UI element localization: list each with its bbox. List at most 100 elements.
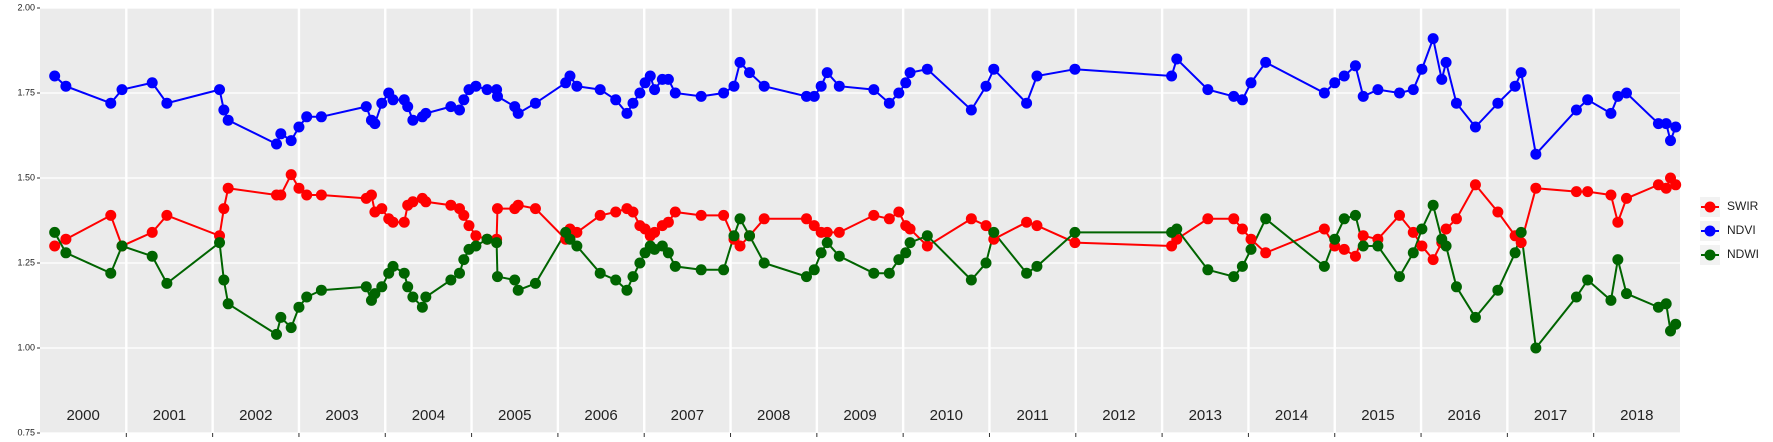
data-point bbox=[1069, 237, 1081, 249]
data-point bbox=[662, 247, 674, 259]
data-point bbox=[1021, 97, 1033, 109]
data-point bbox=[621, 284, 633, 296]
data-point bbox=[921, 63, 933, 75]
y-tick-label: 2.00 bbox=[17, 2, 35, 12]
year-label: 2002 bbox=[239, 407, 272, 424]
data-point bbox=[1450, 281, 1462, 293]
data-point bbox=[1202, 213, 1214, 225]
year-label: 2011 bbox=[1016, 407, 1048, 424]
data-point bbox=[833, 250, 845, 262]
data-point bbox=[1357, 230, 1369, 242]
data-point bbox=[695, 90, 707, 102]
year-label: 2009 bbox=[843, 407, 876, 424]
legend-key-point bbox=[1704, 225, 1716, 237]
legend-label: NDVI bbox=[1727, 223, 1756, 237]
data-point bbox=[1570, 186, 1582, 198]
year-label: 2007 bbox=[671, 407, 704, 424]
data-point bbox=[1236, 223, 1248, 235]
data-point bbox=[734, 213, 746, 225]
data-point bbox=[1660, 118, 1672, 130]
data-point bbox=[1171, 53, 1183, 65]
data-point bbox=[376, 281, 388, 293]
data-point bbox=[988, 63, 1000, 75]
data-point bbox=[420, 107, 432, 119]
data-point bbox=[365, 189, 377, 201]
data-point bbox=[512, 199, 524, 211]
data-point bbox=[1605, 294, 1617, 306]
data-point bbox=[105, 209, 117, 221]
data-point bbox=[758, 213, 770, 225]
data-point bbox=[1372, 84, 1384, 96]
data-point bbox=[571, 226, 583, 238]
year-label: 2010 bbox=[930, 407, 963, 424]
data-point bbox=[1515, 67, 1527, 79]
data-point bbox=[491, 237, 503, 249]
data-point bbox=[564, 233, 576, 245]
data-point bbox=[1440, 223, 1452, 235]
data-point bbox=[1515, 226, 1527, 238]
data-point bbox=[445, 199, 457, 211]
data-point bbox=[416, 301, 428, 313]
data-point bbox=[1171, 223, 1183, 235]
data-point bbox=[387, 94, 399, 106]
data-point bbox=[718, 209, 730, 221]
year-label: 2006 bbox=[584, 407, 617, 424]
data-point bbox=[904, 67, 916, 79]
data-point bbox=[275, 189, 287, 201]
data-point bbox=[1357, 90, 1369, 102]
data-point bbox=[1069, 63, 1081, 75]
data-point bbox=[470, 230, 482, 242]
data-point bbox=[481, 84, 493, 96]
data-point bbox=[594, 267, 606, 279]
data-point bbox=[1407, 247, 1419, 259]
data-point bbox=[1393, 271, 1405, 283]
data-point bbox=[445, 274, 457, 286]
year-label: 2015 bbox=[1361, 407, 1394, 424]
data-point bbox=[1338, 243, 1350, 255]
data-point bbox=[833, 80, 845, 92]
data-point bbox=[161, 209, 173, 221]
data-point bbox=[420, 196, 432, 208]
data-point bbox=[453, 104, 465, 116]
data-point bbox=[893, 87, 905, 99]
data-point bbox=[965, 104, 977, 116]
data-point bbox=[218, 274, 230, 286]
data-point bbox=[1582, 274, 1594, 286]
data-point bbox=[1660, 182, 1672, 194]
data-point bbox=[821, 237, 833, 249]
data-point bbox=[1236, 94, 1248, 106]
data-point bbox=[512, 107, 524, 119]
data-point bbox=[453, 267, 465, 279]
data-point bbox=[398, 267, 410, 279]
data-point bbox=[275, 311, 287, 323]
data-point bbox=[1228, 213, 1240, 225]
data-point bbox=[1166, 70, 1178, 82]
data-point bbox=[293, 301, 305, 313]
data-point bbox=[900, 77, 912, 89]
data-point bbox=[1469, 121, 1481, 133]
year-label: 2014 bbox=[1275, 407, 1308, 424]
data-point bbox=[458, 94, 470, 106]
data-point bbox=[445, 101, 457, 113]
data-point bbox=[627, 97, 639, 109]
data-point bbox=[1605, 189, 1617, 201]
data-point bbox=[387, 216, 399, 228]
data-point bbox=[529, 203, 541, 215]
data-point bbox=[821, 226, 833, 238]
data-point bbox=[1612, 216, 1624, 228]
data-point bbox=[402, 101, 414, 113]
data-point bbox=[1582, 94, 1594, 106]
y-tick-label: 1.25 bbox=[17, 257, 35, 267]
data-point bbox=[904, 223, 916, 235]
data-point bbox=[1620, 288, 1632, 300]
data-point bbox=[662, 73, 674, 85]
data-point bbox=[594, 209, 606, 221]
data-point bbox=[146, 226, 158, 238]
data-point bbox=[315, 111, 327, 123]
data-point bbox=[610, 206, 622, 218]
data-point bbox=[1436, 73, 1448, 85]
data-point bbox=[758, 257, 770, 269]
data-point bbox=[808, 90, 820, 102]
data-point bbox=[470, 80, 482, 92]
